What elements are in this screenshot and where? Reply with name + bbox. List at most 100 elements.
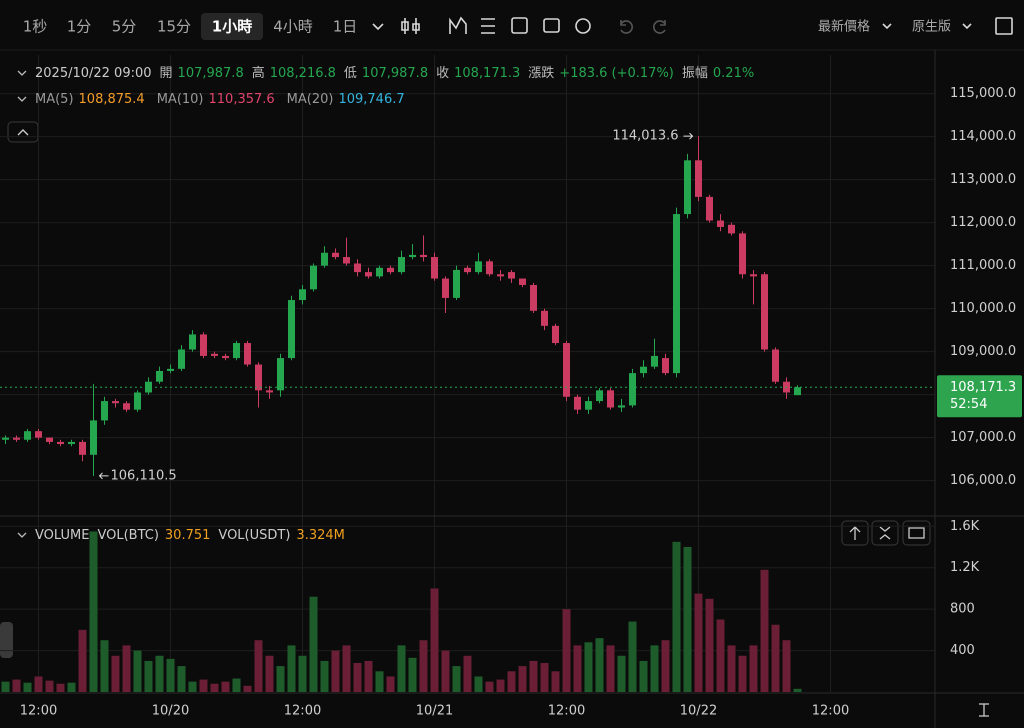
last-price-label: 108,171.3: [950, 380, 1016, 395]
candle-body: [684, 160, 691, 215]
redo-icon[interactable]: [653, 20, 666, 34]
volume-bar: [364, 660, 373, 692]
fullscreen-icon[interactable]: [995, 17, 1013, 35]
volume-bar: [474, 676, 483, 692]
legend-value: 107,987.8: [362, 66, 428, 81]
candle-body: [486, 261, 493, 275]
undo-icon[interactable]: [620, 20, 633, 34]
volume-name: VOL(BTC): [97, 528, 158, 543]
volume-bar: [78, 629, 87, 692]
candle-icon[interactable]: [401, 18, 420, 34]
candle-body: [112, 401, 119, 404]
price-type[interactable]: 最新價格: [818, 19, 870, 35]
layout-icon[interactable]: [481, 18, 495, 34]
volume-bar: [507, 671, 516, 692]
volume-bar: [628, 621, 637, 692]
candle-body: [255, 364, 262, 391]
interval-button[interactable]: 4小時: [273, 18, 313, 36]
candle-body: [475, 261, 482, 273]
volume-bar: [782, 640, 791, 692]
volume-bar: [133, 650, 142, 692]
candle-body: [376, 267, 383, 277]
interval-button[interactable]: 1秒: [23, 18, 48, 36]
indicator-icon[interactable]: [449, 16, 467, 34]
volume-bar: [243, 685, 252, 692]
candle-body: [420, 254, 427, 258]
volume-bar: [111, 655, 120, 692]
volume-bar: [12, 679, 21, 692]
volume-bar: [199, 679, 208, 692]
more-intervals[interactable]: [372, 23, 384, 31]
volume-bar: [210, 683, 219, 692]
side-handle[interactable]: [0, 622, 13, 658]
volume-buttons: [841, 520, 931, 546]
volume-bar: [529, 660, 538, 692]
x-tick-label: 12:00: [20, 704, 57, 719]
legend-value: +183.6 (+0.17%): [559, 66, 674, 81]
collapse-pane-button[interactable]: [871, 520, 899, 546]
legend-name: 振幅: [682, 66, 708, 81]
dropdown-arrows[interactable]: [882, 23, 972, 30]
ma-value: 109,746.7: [338, 92, 404, 107]
ma-name: MA(10): [157, 92, 204, 107]
ma-legend: MA(5) 108,875.4 MA(10) 110,357.6 MA(20) 109,7…: [35, 92, 405, 107]
x-tick-label: 12:00: [548, 704, 585, 719]
volume-tick-label: 400: [950, 643, 975, 658]
candle-body: [508, 272, 515, 279]
button-glyphs: [849, 526, 925, 540]
legend-name: 漲跌: [528, 65, 554, 81]
interval-button[interactable]: 1分: [67, 18, 92, 36]
volume-bar: [232, 678, 241, 692]
x-tick-label: 10/20: [152, 704, 189, 719]
legend-name: 高: [252, 65, 265, 81]
interval-button[interactable]: 1小時: [212, 18, 252, 36]
candle-body: [244, 343, 251, 365]
ma-name: MA(5): [35, 92, 74, 107]
volume-bar: [760, 569, 769, 692]
volume-bar: [683, 547, 692, 692]
candle-body: [464, 267, 471, 273]
y-tick-label: 113,000.0: [950, 172, 1016, 187]
candle-body: [266, 390, 273, 393]
candle-body: [651, 355, 658, 367]
candle-body: [387, 267, 394, 273]
candle-body: [574, 396, 581, 410]
axis-reset-icon[interactable]: [979, 703, 989, 717]
volume-bar: [408, 657, 417, 692]
y-tick-label: 107,000.0: [950, 430, 1016, 445]
interval-button[interactable]: 15分: [157, 18, 191, 36]
volume-bar: [617, 655, 626, 692]
volume-bar: [342, 645, 351, 692]
legend-name: 低: [344, 66, 357, 81]
volume-bar: [793, 688, 802, 692]
low-arrow: [98, 472, 109, 480]
interval-button[interactable]: 1日: [333, 18, 358, 36]
volume-value: 3.324M: [296, 528, 344, 543]
legend-toggles[interactable]: [17, 70, 27, 538]
candle-body: [222, 355, 229, 359]
candle-body: [409, 254, 416, 258]
volume-bar: [353, 663, 362, 692]
settings-icon[interactable]: [575, 18, 591, 34]
maximize-pane-button[interactable]: [902, 520, 931, 546]
candle-body: [497, 274, 504, 277]
draw-icon[interactable]: [511, 17, 528, 34]
candle-body: [585, 401, 592, 410]
candle-body: [728, 224, 735, 234]
volume-bar: [23, 682, 32, 692]
volume-bar: [1, 681, 10, 692]
interval-button[interactable]: 5分: [112, 18, 137, 36]
volume-bar: [89, 531, 98, 692]
candle-body: [68, 441, 75, 445]
volume-bar: [639, 660, 648, 692]
volume-bar: [650, 645, 659, 692]
candle-body: [343, 257, 350, 264]
alert-icon[interactable]: [543, 18, 560, 33]
volume-bar: [221, 681, 230, 692]
volume-bar: [496, 679, 505, 692]
volume-bar: [727, 645, 736, 692]
move-up-button[interactable]: [841, 520, 869, 546]
candle-body: [695, 160, 702, 197]
chart-mode[interactable]: 原生版: [912, 20, 951, 35]
